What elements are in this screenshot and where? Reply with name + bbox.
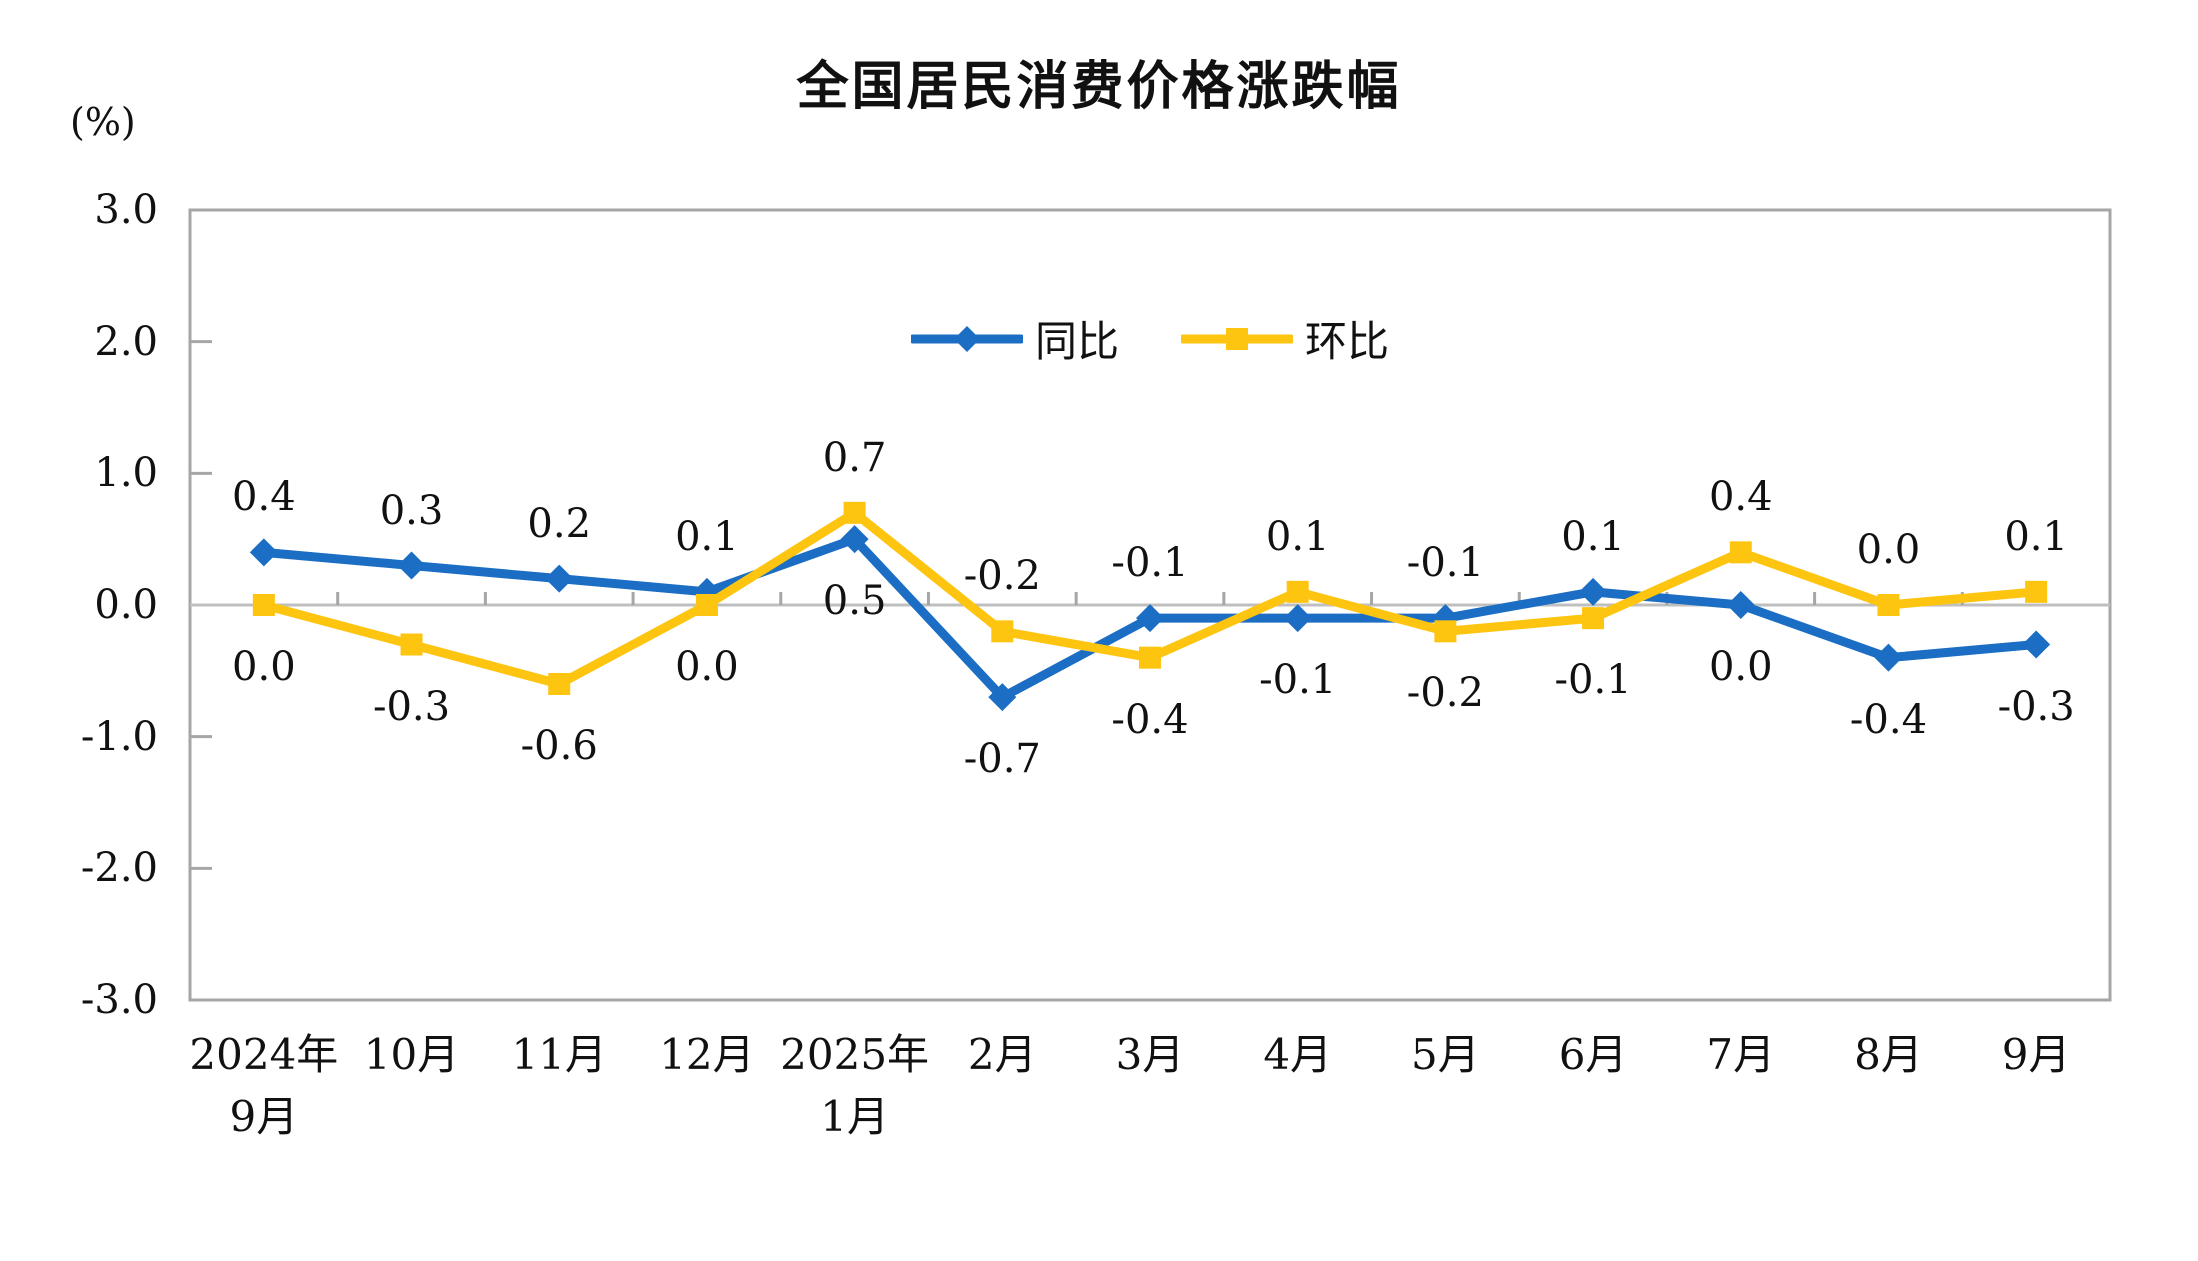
legend-marker-square-icon	[1181, 327, 1293, 350]
series-1-point-5	[991, 620, 1014, 643]
data-label-同比-1: 0.3	[379, 487, 444, 534]
data-label-同比-0: 0.4	[232, 474, 296, 521]
series-1-point-10	[1729, 541, 1752, 564]
series-0-point-10	[1726, 591, 1755, 619]
y-tick-label: -1.0	[80, 713, 158, 760]
y-tick-label: 2.0	[94, 318, 158, 365]
data-label-同比-11: -0.4	[1849, 696, 1928, 743]
x-tick-label: 2024年 9月	[189, 1030, 339, 1141]
data-label-环比-2: -0.6	[520, 723, 598, 769]
series-1-point-9	[1582, 607, 1605, 630]
y-axis-unit-label: (%)	[70, 100, 136, 144]
series-1-point-12	[2025, 580, 2048, 603]
series-1-point-6	[1139, 646, 1161, 669]
series-1-point-1	[400, 633, 423, 656]
data-label-环比-12: 0.1	[2004, 513, 2068, 560]
x-tick-label: 2月	[967, 1030, 1037, 1079]
x-tick-label: 5月	[1411, 1030, 1480, 1079]
series-0-point-12	[2022, 630, 2051, 659]
x-tick-label: 2025年 1月	[780, 1030, 930, 1141]
x-tick-label: 7月	[1706, 1030, 1776, 1079]
series-1-point-3	[695, 594, 718, 616]
x-tick-label: 8月	[1854, 1030, 1923, 1079]
series-1-point-2	[548, 673, 571, 695]
series-1-point-11	[1877, 594, 1900, 616]
x-tick-label: 10月	[363, 1030, 460, 1079]
series-0-point-11	[1874, 643, 1903, 672]
x-tick-label: 6月	[1558, 1030, 1628, 1079]
series-0-point-2	[545, 564, 574, 593]
data-label-同比-9: 0.1	[1561, 513, 1625, 560]
y-tick-label: -3.0	[80, 977, 158, 1023]
data-label-同比-10: 0.0	[1708, 644, 1773, 690]
series-1-point-0	[252, 594, 275, 616]
y-tick-label: -2.0	[80, 845, 158, 892]
series-0-point-4	[840, 525, 869, 554]
data-label-同比-3: 0.1	[675, 513, 739, 560]
data-label-同比-8: -0.1	[1406, 540, 1484, 587]
data-label-同比-4: 0.5	[822, 578, 887, 625]
series-1-point-8	[1434, 620, 1457, 643]
data-label-环比-5: -0.2	[963, 553, 1041, 600]
data-label-环比-7: 0.1	[1265, 513, 1330, 560]
chart-title: 全国居民消费价格涨跌幅	[796, 57, 1402, 117]
data-label-环比-6: -0.4	[1111, 696, 1189, 743]
series-1-point-4	[843, 501, 866, 524]
data-label-环比-11: 0.0	[1856, 527, 1921, 573]
y-tick-label: 3.0	[94, 187, 158, 233]
x-tick-label: 9月	[2001, 1030, 2071, 1079]
x-tick-label: 3月	[1115, 1030, 1185, 1079]
x-tick-label: 11月	[511, 1030, 607, 1079]
y-tick-label: 1.0	[94, 450, 158, 497]
data-label-环比-0: 0.0	[232, 644, 296, 690]
data-label-同比-6: -0.1	[1111, 540, 1189, 587]
data-label-环比-10: 0.4	[1708, 474, 1773, 521]
data-label-环比-8: -0.2	[1406, 670, 1484, 717]
series-0-point-0	[249, 538, 278, 567]
legend-item-同比: 同比	[910, 308, 1119, 369]
series-0-point-5	[988, 683, 1017, 712]
legend-marker-diamond-icon	[910, 325, 1023, 352]
legend: 同比 环比	[190, 308, 2110, 369]
data-label-环比-1: -0.3	[372, 683, 451, 730]
data-label-环比-4: 0.7	[822, 434, 887, 481]
data-label-同比-5: -0.7	[963, 736, 1041, 783]
x-tick-label: 12月	[659, 1030, 755, 1079]
series-0-point-1	[397, 551, 426, 580]
series-0-point-7	[1283, 604, 1312, 633]
data-label-环比-3: 0.0	[675, 644, 739, 690]
x-tick-label: 4月	[1263, 1030, 1333, 1079]
data-label-同比-12: -0.3	[1997, 683, 2075, 730]
series-0-point-9	[1579, 577, 1608, 606]
data-label-同比-2: 0.2	[527, 500, 592, 547]
data-label-环比-9: -0.1	[1554, 657, 1632, 704]
legend-label: 同比	[1034, 317, 1119, 366]
legend-item-环比: 环比	[1181, 308, 1389, 369]
data-label-同比-7: -0.1	[1259, 657, 1337, 704]
y-tick-label: 0.0	[94, 582, 158, 628]
series-0-point-6	[1136, 604, 1164, 633]
legend-label: 环比	[1305, 317, 1390, 366]
series-1-point-7	[1286, 580, 1309, 603]
